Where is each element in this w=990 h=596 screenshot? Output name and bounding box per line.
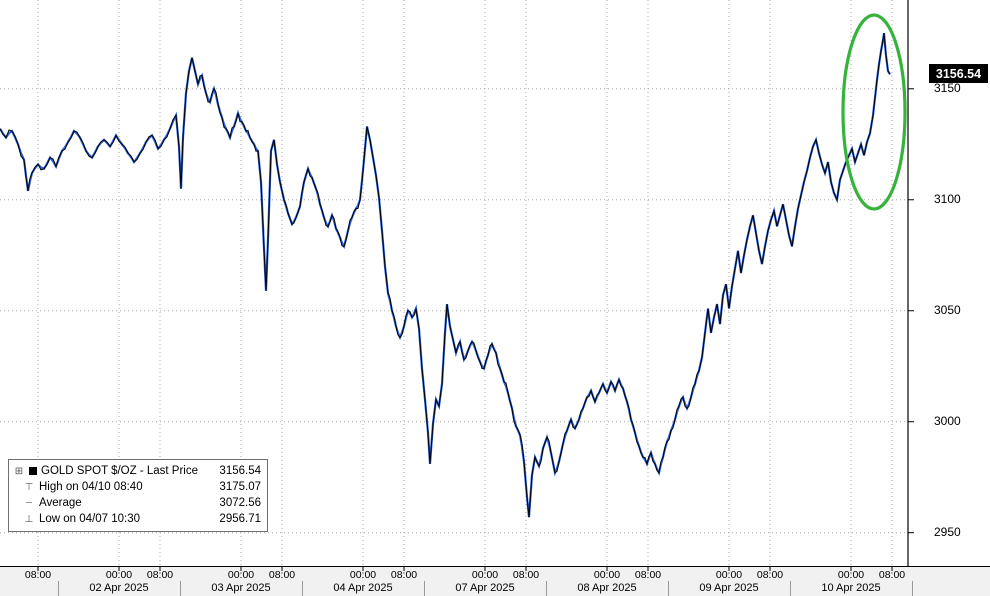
legend-row-last-price[interactable]: ⊞ GOLD SPOT $/OZ - Last Price 3156.54 [13, 463, 261, 479]
legend-high-value: 3175.07 [219, 481, 261, 493]
low-marker-icon: ⊥ [24, 513, 34, 525]
chart-legend[interactable]: ⊞ GOLD SPOT $/OZ - Last Price 3156.54 ⊤ … [8, 459, 268, 532]
legend-low-value: 2956.71 [219, 513, 261, 525]
legend-average-label: Average [39, 497, 82, 509]
legend-row-high[interactable]: ⊤ High on 04/10 08:40 3175.07 [13, 479, 261, 495]
legend-last-price-label: GOLD SPOT $/OZ - Last Price [41, 465, 198, 477]
average-marker-icon: ┄ [25, 497, 33, 509]
legend-low-label: Low on 04/07 10:30 [39, 513, 141, 525]
legend-row-low[interactable]: ⊥ Low on 04/07 10:30 2956.71 [13, 511, 261, 527]
expander-icon[interactable]: ⊞ [14, 465, 24, 477]
series-swatch-icon [29, 467, 37, 475]
legend-last-price-value: 3156.54 [219, 465, 261, 477]
high-marker-icon: ⊤ [24, 481, 34, 493]
legend-high-label: High on 04/10 08:40 [39, 481, 143, 493]
last-price-tag: 3156.54 [929, 64, 988, 84]
x-axis-strip [0, 566, 990, 596]
highlight-ellipse-annotation [841, 13, 907, 211]
legend-average-value: 3072.56 [219, 497, 261, 509]
legend-row-average[interactable]: ┄ Average 3072.56 [13, 495, 261, 511]
